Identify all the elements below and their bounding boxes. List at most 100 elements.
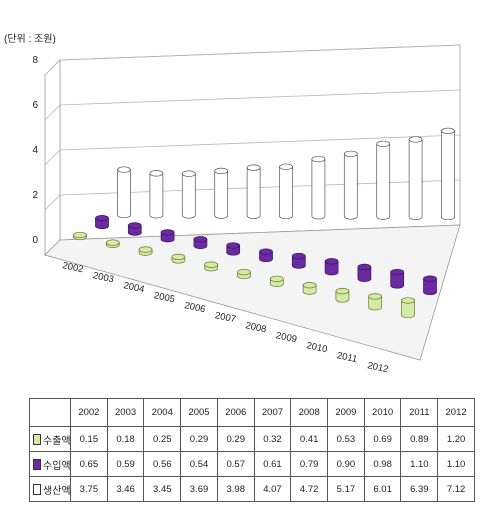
bar [343, 150, 358, 220]
bar [302, 282, 317, 295]
bar [117, 166, 131, 219]
series-label-cell: 수출액 [29, 426, 71, 452]
x-tick-label: 2012 [366, 360, 389, 375]
bar [149, 170, 164, 219]
x-tick-label: 2010 [305, 340, 328, 355]
series-label-cell: 생산액 [29, 476, 71, 502]
table-cell: 0.69 [363, 426, 402, 452]
bar [408, 136, 423, 220]
bar [204, 261, 219, 272]
bar [335, 287, 350, 303]
x-tick-label: 2005 [153, 290, 176, 305]
bar [160, 229, 175, 243]
bar [127, 222, 142, 236]
table-cell: 4.72 [290, 476, 329, 502]
legend-swatch [33, 483, 41, 495]
x-tick-label: 2009 [275, 330, 298, 345]
bar [324, 258, 339, 276]
table-cell: 0.61 [253, 451, 292, 477]
gridline [44, 104, 61, 121]
legend-swatch [33, 433, 41, 445]
gridline [44, 194, 61, 211]
table-row: 생산액 3.75 3.46 3.45 3.69 3.98 4.07 4.72 5.17 6.01 6… [29, 476, 475, 502]
table-header-row: 2002 2003 2004 2005 2006 2007 2008 2009 2010 2011… [29, 398, 475, 427]
gridline [59, 44, 461, 61]
bar [105, 239, 120, 248]
bar [390, 268, 405, 289]
table-column-header: 2004 [143, 398, 182, 427]
table-cell: 0.32 [253, 426, 292, 452]
table-cell: 6.39 [400, 476, 439, 502]
bar [171, 253, 186, 264]
table-cell: 5.17 [327, 476, 365, 502]
x-tick-label: 2004 [122, 280, 145, 295]
legend-swatch [33, 458, 41, 470]
table-cell: 1.20 [437, 426, 475, 452]
table-cell: 0.98 [363, 451, 402, 477]
bar [357, 263, 372, 282]
table-cell: 4.07 [253, 476, 292, 502]
bar [368, 293, 383, 311]
table-cell: 0.89 [400, 426, 439, 452]
bars [73, 127, 455, 319]
x-tick-label: 2008 [244, 320, 267, 335]
table-cell: 0.56 [143, 451, 182, 477]
table-column-header: 2003 [106, 398, 145, 427]
bar [73, 231, 87, 241]
bar [376, 140, 391, 220]
bar [226, 242, 241, 256]
table-cell: 0.65 [70, 451, 108, 477]
table-cell: 1.10 [437, 451, 475, 477]
bar [259, 248, 273, 263]
table-cell: 0.25 [143, 426, 182, 452]
table-column-header: 2005 [180, 398, 218, 427]
data-table: 2002 2003 2004 2005 2006 2007 2008 2009 2010 2011… [29, 398, 475, 502]
table-column-header: 2007 [253, 398, 292, 427]
bar [401, 297, 415, 319]
gridline [59, 89, 461, 106]
bar [311, 155, 326, 220]
table-cell: 0.79 [290, 451, 329, 477]
y-tick-label: 8 [32, 55, 38, 66]
chart-floor [44, 224, 461, 361]
gridline [44, 149, 61, 166]
table-column-header: 2006 [216, 398, 255, 427]
series-name: 생산액 [43, 485, 71, 497]
bar [95, 214, 109, 230]
x-tick-label: 2007 [214, 310, 237, 325]
table-row: 수출액 0.15 0.18 0.25 0.29 0.29 0.32 0.41 0.53 0.69 0… [29, 426, 475, 452]
table-cell: 7.12 [437, 476, 475, 502]
bar [441, 127, 455, 221]
table-body: 수출액 0.15 0.18 0.25 0.29 0.29 0.32 0.41 0.53 0.69 0… [29, 426, 475, 502]
unit-label: (단위 : 조원) [4, 32, 56, 45]
table-cell: 3.75 [70, 476, 108, 502]
table-cell: 0.15 [70, 426, 108, 452]
x-tick-label: 2011 [336, 350, 358, 365]
series-label-cell: 수입액 [29, 451, 71, 477]
bar [138, 246, 153, 256]
table-cell: 1.10 [400, 451, 439, 477]
x-axis-ticks: 2002 2003 2004 2005 2006 2007 2008 2009 2010 2011… [61, 260, 389, 375]
y-tick-label: 4 [32, 145, 38, 156]
table-cell: 3.98 [216, 476, 255, 502]
bar [237, 268, 251, 280]
table-column-header: 2010 [363, 398, 402, 427]
table-column-header: 2008 [290, 398, 329, 427]
gridline [44, 59, 61, 76]
table-cell: 0.57 [216, 451, 255, 477]
table-column-header: 2011 [400, 398, 439, 427]
series-name: 수출액 [43, 435, 71, 447]
table-corner-cell [29, 398, 71, 427]
table-column-header: 2002 [70, 398, 108, 427]
table-cell: 3.46 [106, 476, 145, 502]
gridlines [44, 44, 461, 211]
bar [291, 252, 306, 269]
table-row: 수입액 0.65 0.59 0.56 0.54 0.57 0.61 0.79 0.90 0.98 1… [29, 451, 475, 477]
table-cell: 0.53 [327, 426, 365, 452]
table-cell: 0.54 [180, 451, 218, 477]
bar [279, 163, 293, 220]
table-cell: 0.29 [180, 426, 218, 452]
bar [214, 167, 229, 219]
x-tick-label: 2002 [61, 260, 84, 275]
